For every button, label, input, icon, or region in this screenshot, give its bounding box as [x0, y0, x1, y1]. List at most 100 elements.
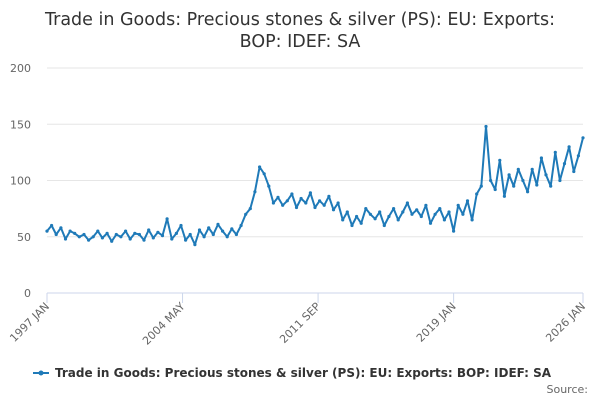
data-point[interactable]: [77, 235, 81, 239]
data-point[interactable]: [68, 229, 72, 233]
data-point[interactable]: [355, 214, 359, 219]
data-point[interactable]: [253, 190, 257, 194]
data-point[interactable]: [73, 231, 77, 235]
data-point[interactable]: [405, 201, 409, 205]
data-point[interactable]: [281, 203, 285, 207]
data-point[interactable]: [285, 199, 289, 203]
data-point[interactable]: [447, 210, 451, 214]
data-point[interactable]: [484, 124, 488, 129]
data-point[interactable]: [313, 205, 317, 210]
data-point[interactable]: [475, 192, 479, 196]
data-point[interactable]: [128, 237, 132, 241]
data-point[interactable]: [433, 212, 437, 216]
data-point[interactable]: [147, 228, 151, 232]
data-point[interactable]: [82, 232, 86, 237]
data-point[interactable]: [308, 191, 312, 195]
data-point[interactable]: [91, 235, 95, 239]
data-point[interactable]: [124, 229, 128, 233]
data-point[interactable]: [331, 208, 336, 212]
data-point[interactable]: [137, 232, 141, 237]
data-point[interactable]: [202, 235, 206, 239]
data-point[interactable]: [184, 238, 188, 242]
data-point[interactable]: [322, 203, 326, 207]
data-point[interactable]: [165, 217, 169, 221]
data-point[interactable]: [382, 223, 386, 228]
data-point[interactable]: [567, 145, 571, 149]
data-point[interactable]: [290, 192, 294, 196]
data-point[interactable]: [479, 184, 483, 188]
data-point[interactable]: [234, 232, 238, 237]
data-point[interactable]: [438, 207, 442, 211]
data-point[interactable]: [294, 205, 299, 210]
data-point[interactable]: [87, 238, 91, 242]
data-point[interactable]: [304, 201, 308, 205]
data-point[interactable]: [276, 195, 280, 199]
data-point[interactable]: [530, 167, 534, 171]
data-point[interactable]: [110, 239, 114, 243]
data-point[interactable]: [262, 172, 266, 176]
data-point[interactable]: [378, 210, 382, 214]
data-point[interactable]: [526, 190, 530, 194]
data-point[interactable]: [50, 223, 54, 228]
data-point[interactable]: [364, 207, 368, 211]
data-point[interactable]: [193, 243, 197, 247]
data-point[interactable]: [225, 235, 229, 239]
data-point[interactable]: [345, 210, 349, 214]
data-point[interactable]: [318, 199, 322, 203]
data-point[interactable]: [581, 136, 585, 140]
data-point[interactable]: [244, 212, 248, 216]
data-point[interactable]: [387, 214, 391, 219]
data-point[interactable]: [258, 165, 262, 169]
data-point[interactable]: [521, 178, 525, 183]
data-point[interactable]: [419, 214, 423, 219]
data-point[interactable]: [562, 162, 567, 166]
data-point[interactable]: [119, 235, 123, 239]
data-point[interactable]: [442, 218, 446, 222]
data-point[interactable]: [341, 218, 345, 222]
data-point[interactable]: [470, 218, 474, 222]
data-point[interactable]: [133, 231, 137, 235]
data-point[interactable]: [535, 183, 539, 187]
data-point[interactable]: [221, 229, 225, 233]
data-point[interactable]: [498, 158, 502, 162]
data-point[interactable]: [216, 222, 220, 226]
data-point[interactable]: [493, 187, 497, 192]
data-point[interactable]: [170, 237, 174, 241]
data-point[interactable]: [553, 150, 557, 154]
data-point[interactable]: [465, 199, 470, 203]
data-point[interactable]: [396, 218, 400, 222]
data-point[interactable]: [507, 173, 511, 177]
data-point[interactable]: [544, 173, 548, 177]
data-point[interactable]: [151, 236, 155, 240]
data-point[interactable]: [96, 229, 100, 233]
data-point[interactable]: [336, 201, 340, 205]
data-point[interactable]: [512, 184, 516, 188]
data-point[interactable]: [54, 232, 58, 237]
data-point[interactable]: [267, 184, 271, 188]
data-point[interactable]: [415, 208, 419, 212]
data-point[interactable]: [105, 231, 109, 235]
data-point[interactable]: [156, 230, 160, 234]
data-point[interactable]: [502, 194, 506, 198]
data-point[interactable]: [489, 178, 493, 183]
data-point[interactable]: [461, 212, 465, 216]
data-point[interactable]: [63, 237, 68, 241]
data-point[interactable]: [452, 229, 456, 233]
data-point[interactable]: [299, 196, 303, 201]
data-point[interactable]: [359, 221, 363, 225]
data-point[interactable]: [516, 167, 520, 171]
data-point[interactable]: [576, 154, 581, 158]
data-point[interactable]: [160, 234, 165, 238]
data-point[interactable]: [401, 210, 405, 214]
data-point[interactable]: [59, 226, 63, 230]
data-point[interactable]: [197, 228, 202, 232]
data-point[interactable]: [424, 203, 428, 207]
data-point[interactable]: [456, 203, 460, 207]
data-point[interactable]: [45, 229, 49, 233]
data-point[interactable]: [239, 223, 243, 228]
data-point[interactable]: [174, 231, 178, 235]
data-point[interactable]: [230, 227, 234, 231]
source-credit[interactable]: Source:: [547, 383, 589, 396]
data-point[interactable]: [428, 221, 433, 225]
data-point[interactable]: [179, 223, 183, 228]
